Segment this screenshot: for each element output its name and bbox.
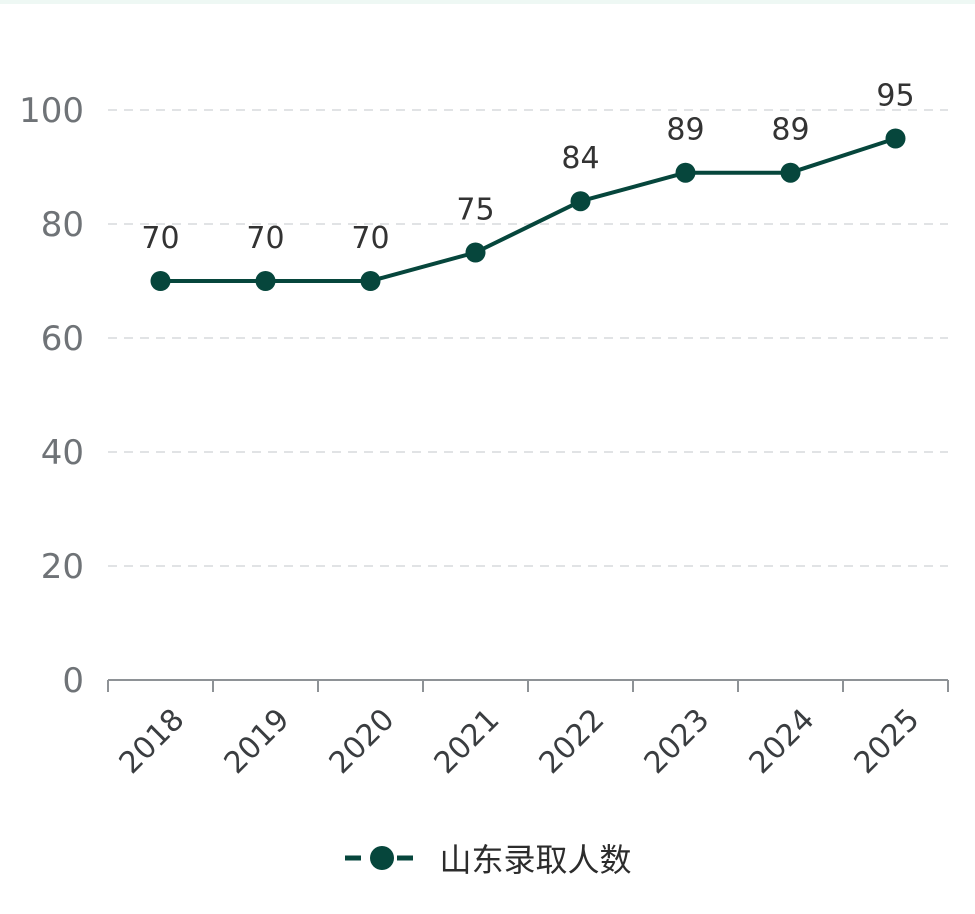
data-point: [570, 191, 591, 212]
data-point: [780, 162, 801, 183]
data-labels: 70 70 70 75 84 89 89 95: [141, 79, 914, 257]
gridlines: [108, 109, 948, 567]
y-tick-label: 60: [41, 319, 84, 359]
x-tick-label: 2023: [638, 702, 717, 781]
data-label: 95: [876, 79, 914, 114]
data-label: 89: [666, 113, 704, 148]
legend-label: 山东录取人数: [439, 841, 632, 879]
data-label: 70: [141, 221, 179, 256]
series-line-group: [150, 128, 906, 291]
top-strip: [0, 0, 975, 4]
data-point: [150, 271, 171, 291]
x-tick-label: 2024: [743, 702, 822, 781]
x-tick-label: 2021: [428, 702, 507, 781]
x-tick-label: 2022: [533, 702, 612, 781]
legend: 山东录取人数: [0, 828, 975, 888]
x-axis: 2018 2019 2020 2021 2022 2023 2024 2025: [107, 679, 949, 781]
data-point: [885, 128, 906, 149]
y-tick-label: 20: [41, 547, 84, 587]
data-point: [465, 242, 486, 263]
legend-line-marker-icon: [345, 846, 420, 870]
data-label: 84: [561, 141, 599, 176]
series-line: [160, 136, 897, 283]
x-tick-label: 2019: [218, 702, 297, 781]
y-axis: 0 20 40 60 80 100: [19, 91, 84, 701]
y-tick-label: 100: [19, 91, 84, 131]
y-tick-label: 40: [41, 433, 84, 473]
data-label: 70: [351, 221, 389, 256]
legend-item[interactable]: 山东录取人数: [343, 835, 632, 881]
data-label: 75: [456, 193, 494, 228]
data-point: [255, 271, 276, 291]
x-tick-label: 2020: [323, 702, 402, 781]
data-point: [675, 162, 696, 183]
data-point: [360, 271, 381, 291]
x-tick-label: 2018: [113, 702, 192, 781]
x-tick-label: 2025: [848, 702, 927, 781]
data-label: 89: [771, 113, 809, 148]
y-tick-label: 80: [41, 205, 84, 245]
y-tick-label: 0: [62, 661, 84, 701]
data-label: 70: [246, 221, 284, 256]
